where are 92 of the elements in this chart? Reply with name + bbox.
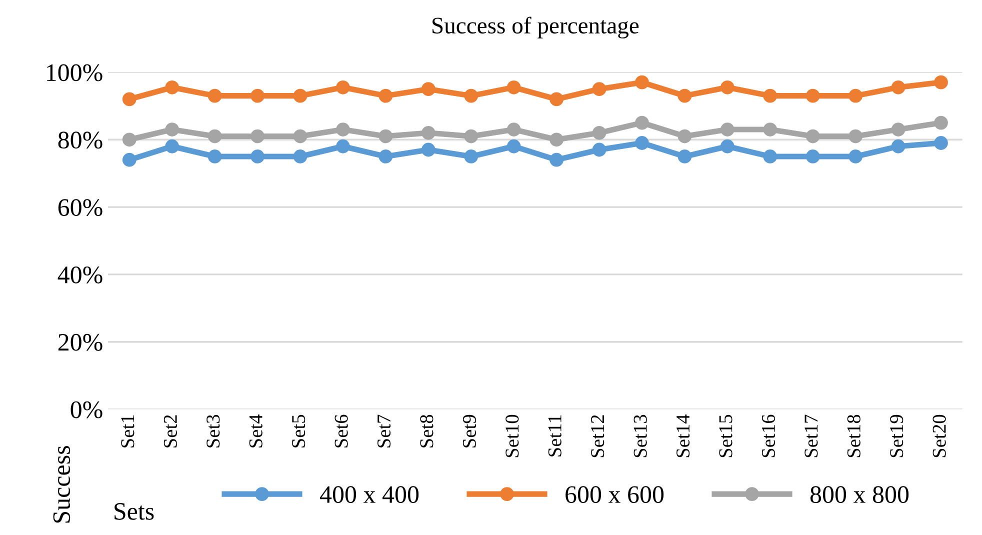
point [635,75,649,90]
y-tick-label: 100% [47,64,102,82]
legend-label: 800 x 800 [810,486,909,504]
point [165,139,180,154]
point [678,88,692,103]
point [165,80,180,94]
x-tick-label: Set14 [676,414,690,458]
point [592,142,606,157]
point [250,150,264,164]
y-axis-title: Success [53,446,70,523]
y-tick-label: 60% [58,199,102,216]
point [421,82,436,96]
point [208,88,222,103]
x-tick-label: Set19 [890,414,904,458]
legend-label: 600 x 600 [566,486,664,504]
point [122,92,136,106]
point [378,150,393,164]
point [293,150,308,164]
point [934,75,948,90]
point [592,82,606,96]
point [891,122,906,136]
x-tick-label: Set7 [377,414,391,448]
x-tick-label: Set13 [634,414,647,458]
point [550,132,564,147]
x-tick-label: Set5 [292,414,306,448]
point [592,126,606,140]
point [464,150,478,164]
point [250,129,264,144]
x-tick-label: Set11 [548,415,562,456]
point [208,150,222,164]
x-tick-label: Set4 [249,414,262,448]
point [848,88,863,103]
point [635,136,649,150]
point [421,126,436,140]
x-tick-label: Set9 [462,414,476,448]
x-axis-title: Sets [114,503,154,520]
point [678,129,692,144]
point [635,116,649,130]
x-tick-label: Set6 [334,414,348,448]
y-tick-label: 80% [58,132,102,149]
point [891,80,906,94]
chart-title: Success of percentage [432,16,639,38]
point [378,88,393,103]
x-tick-label: Set12 [591,415,604,458]
point [122,152,136,167]
point [720,122,734,136]
x-tick-label: Set10 [506,414,519,458]
point [378,129,393,144]
point [506,80,521,94]
point [934,116,948,130]
point [506,139,521,154]
x-tick-label: Set18 [847,414,860,458]
point [550,92,564,106]
point [720,80,734,94]
point [848,129,863,144]
y-tick-label: 20% [58,334,102,351]
point [848,150,863,164]
point [506,122,521,136]
x-tick-label: Set16 [762,414,775,458]
point [806,129,820,144]
point [336,122,350,136]
x-tick-label: Set20 [932,414,946,458]
point [806,150,820,164]
point [208,129,222,144]
legend-label: 400 x 400 [320,486,419,504]
point [763,122,778,136]
point [293,88,308,103]
point [763,88,778,103]
point [165,122,180,136]
y-tick-label: 0% [70,401,102,418]
point [250,88,264,103]
point [122,132,136,147]
x-tick-label: Set8 [420,414,434,448]
point [293,129,308,144]
point [891,139,906,154]
point [464,129,478,144]
x-tick-label: Set17 [804,414,818,458]
point [464,88,478,103]
x-tick-label: Set2 [164,415,177,448]
point [720,139,734,154]
x-tick-label: Set1 [121,415,134,448]
point [336,139,350,154]
point [421,142,436,157]
point [336,80,350,94]
point [806,88,820,103]
point [678,150,692,164]
point [550,152,564,167]
point [763,150,778,164]
x-tick-label: Set3 [206,414,220,448]
x-tick-label: Set15 [719,414,732,458]
y-tick-label: 40% [58,266,102,284]
point [934,136,948,150]
